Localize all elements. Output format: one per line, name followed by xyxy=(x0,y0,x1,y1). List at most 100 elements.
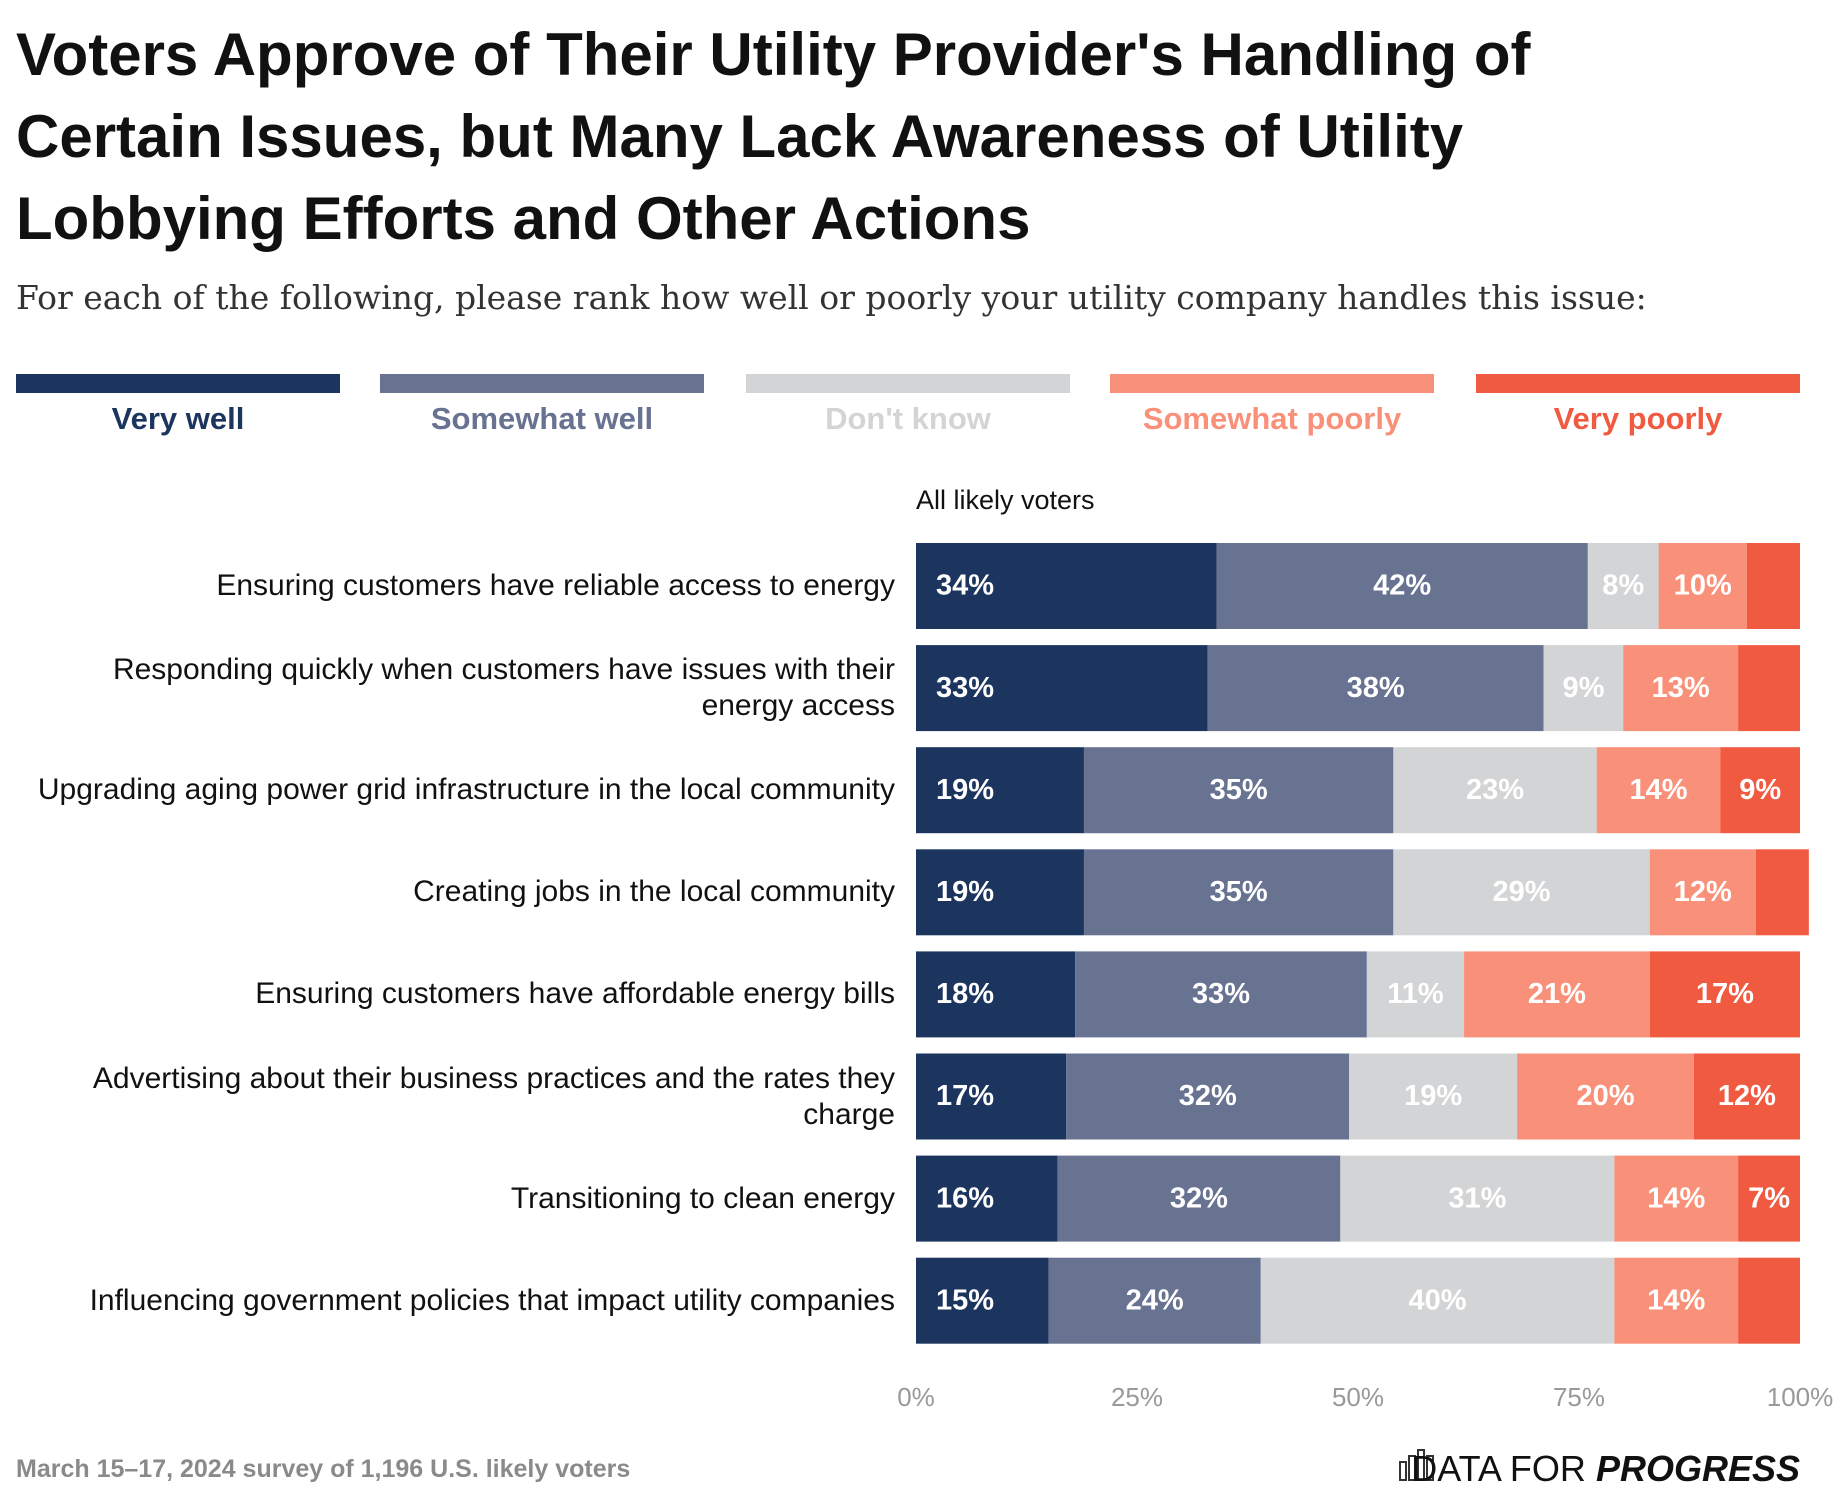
source-note: March 15–17, 2024 survey of 1,196 U.S. l… xyxy=(16,1455,631,1483)
data-label: 18% xyxy=(936,978,994,1010)
bar-segment xyxy=(1349,1053,1518,1140)
category-text: Transitioning to clean energy xyxy=(510,1181,895,1215)
data-label: 19% xyxy=(1404,1080,1462,1112)
legend-swatch xyxy=(1476,374,1800,393)
bar-segment xyxy=(1755,849,1809,936)
bar-segment xyxy=(916,1257,1049,1344)
legend-label: Don't know xyxy=(825,401,992,436)
bar-segment xyxy=(1614,1257,1739,1344)
legend-swatch xyxy=(380,374,704,393)
data-label: 14% xyxy=(1647,1284,1705,1316)
bar-segment xyxy=(1720,747,1800,834)
bar-segment xyxy=(1596,747,1721,834)
data-label: 9% xyxy=(1562,672,1604,704)
bar-segment xyxy=(1393,747,1597,834)
bar-segment xyxy=(1738,1155,1800,1242)
data-label: 42% xyxy=(1373,570,1431,602)
data-label: 7% xyxy=(1748,1182,1790,1214)
category-label: Advertising about their business practic… xyxy=(20,1054,895,1140)
bar-segment xyxy=(916,1053,1067,1140)
bar-segment xyxy=(1517,1053,1694,1140)
data-label: 32% xyxy=(1179,1080,1237,1112)
category-text: Responding quickly when customers have i… xyxy=(112,653,895,723)
data-label: 23% xyxy=(1466,774,1524,806)
data-label: 32% xyxy=(1170,1182,1228,1214)
bar-segment xyxy=(1083,747,1394,834)
data-label: 34% xyxy=(936,570,994,602)
chart-subtitle: For each of the following, please rank h… xyxy=(16,278,1647,317)
bar-segment xyxy=(1623,645,1739,732)
bar-segment xyxy=(1746,543,1800,629)
data-label: 19% xyxy=(936,774,994,806)
legend-label: Very well xyxy=(112,401,245,436)
data-label: 8% xyxy=(1602,570,1644,602)
bar-segment xyxy=(1738,645,1800,732)
chart-title: Voters Approve of Their Utility Provider… xyxy=(16,21,1531,252)
data-label: 17% xyxy=(1696,978,1754,1010)
data-label: 13% xyxy=(1652,672,1710,704)
data-label: 31% xyxy=(1448,1182,1506,1214)
bar-segment xyxy=(1216,543,1588,629)
bar-segment xyxy=(1057,1155,1341,1242)
x-tick-label: 100% xyxy=(1767,1382,1834,1412)
category-label: Ensuring customers have reliable access … xyxy=(20,543,895,629)
bar-segment xyxy=(916,747,1084,834)
bar-segment xyxy=(1658,543,1747,629)
data-label: 12% xyxy=(1674,876,1732,908)
bar-segment xyxy=(1260,1257,1615,1344)
data-label: 35% xyxy=(1210,876,1268,908)
category-text: Ensuring customers have reliable access … xyxy=(216,569,895,602)
category-text: Advertising about their business practic… xyxy=(92,1061,895,1131)
brand-text-bold: PROGRESS xyxy=(1595,1448,1800,1489)
x-tick-label: 50% xyxy=(1332,1382,1384,1412)
data-label: 15% xyxy=(936,1284,994,1316)
bar-segment xyxy=(1587,543,1659,629)
data-label: 33% xyxy=(1192,978,1250,1010)
bar-segment xyxy=(1693,1053,1800,1140)
bar-segment xyxy=(1083,849,1394,936)
x-tick-label: 25% xyxy=(1111,1382,1163,1412)
data-label: 40% xyxy=(1409,1284,1467,1316)
brand-icon xyxy=(1399,1449,1434,1481)
bar-segment xyxy=(916,951,1076,1038)
category-label: Upgrading aging power grid infrastructur… xyxy=(20,747,895,833)
data-label: 9% xyxy=(1739,774,1781,806)
category-text: Ensuring customers have affordable energ… xyxy=(255,977,895,1011)
legend-swatch xyxy=(16,374,340,393)
category-label: Transitioning to clean energy xyxy=(20,1156,895,1242)
bar-segment xyxy=(1066,1053,1350,1140)
data-label: 14% xyxy=(1647,1182,1705,1214)
data-label: 11% xyxy=(1387,978,1444,1010)
category-text: Influencing government policies that imp… xyxy=(89,1283,895,1317)
bar-segment xyxy=(1649,849,1756,936)
data-label: 38% xyxy=(1347,672,1405,704)
category-text: Creating jobs in the local community xyxy=(413,875,895,909)
legend-label: Very poorly xyxy=(1554,401,1724,436)
x-tick-label: 75% xyxy=(1553,1382,1605,1412)
bar-segment xyxy=(1048,1257,1261,1344)
data-label: 16% xyxy=(936,1182,994,1214)
bar-segment xyxy=(1738,1257,1800,1344)
data-label: 21% xyxy=(1528,978,1586,1010)
category-text: Upgrading aging power grid infrastructur… xyxy=(37,773,895,807)
bar-segment xyxy=(1366,951,1465,1038)
bar-segment xyxy=(1649,951,1800,1038)
bar-segment xyxy=(916,849,1084,936)
data-label: 35% xyxy=(1210,774,1268,806)
data-label: 14% xyxy=(1630,774,1688,806)
data-label: 12% xyxy=(1718,1080,1776,1112)
data-label: 29% xyxy=(1493,876,1551,908)
category-label: Influencing government policies that imp… xyxy=(20,1258,895,1344)
bar-segment xyxy=(1614,1155,1739,1242)
legend-label: Somewhat well xyxy=(431,401,653,436)
data-label: 17% xyxy=(936,1080,994,1112)
bar-segment xyxy=(916,645,1208,732)
legend-swatch xyxy=(1110,374,1434,393)
data-label: 19% xyxy=(936,876,994,908)
data-label: 33% xyxy=(936,672,994,704)
bar-segment xyxy=(1075,951,1367,1038)
data-label: 20% xyxy=(1576,1080,1634,1112)
bar-segment xyxy=(916,1155,1058,1242)
